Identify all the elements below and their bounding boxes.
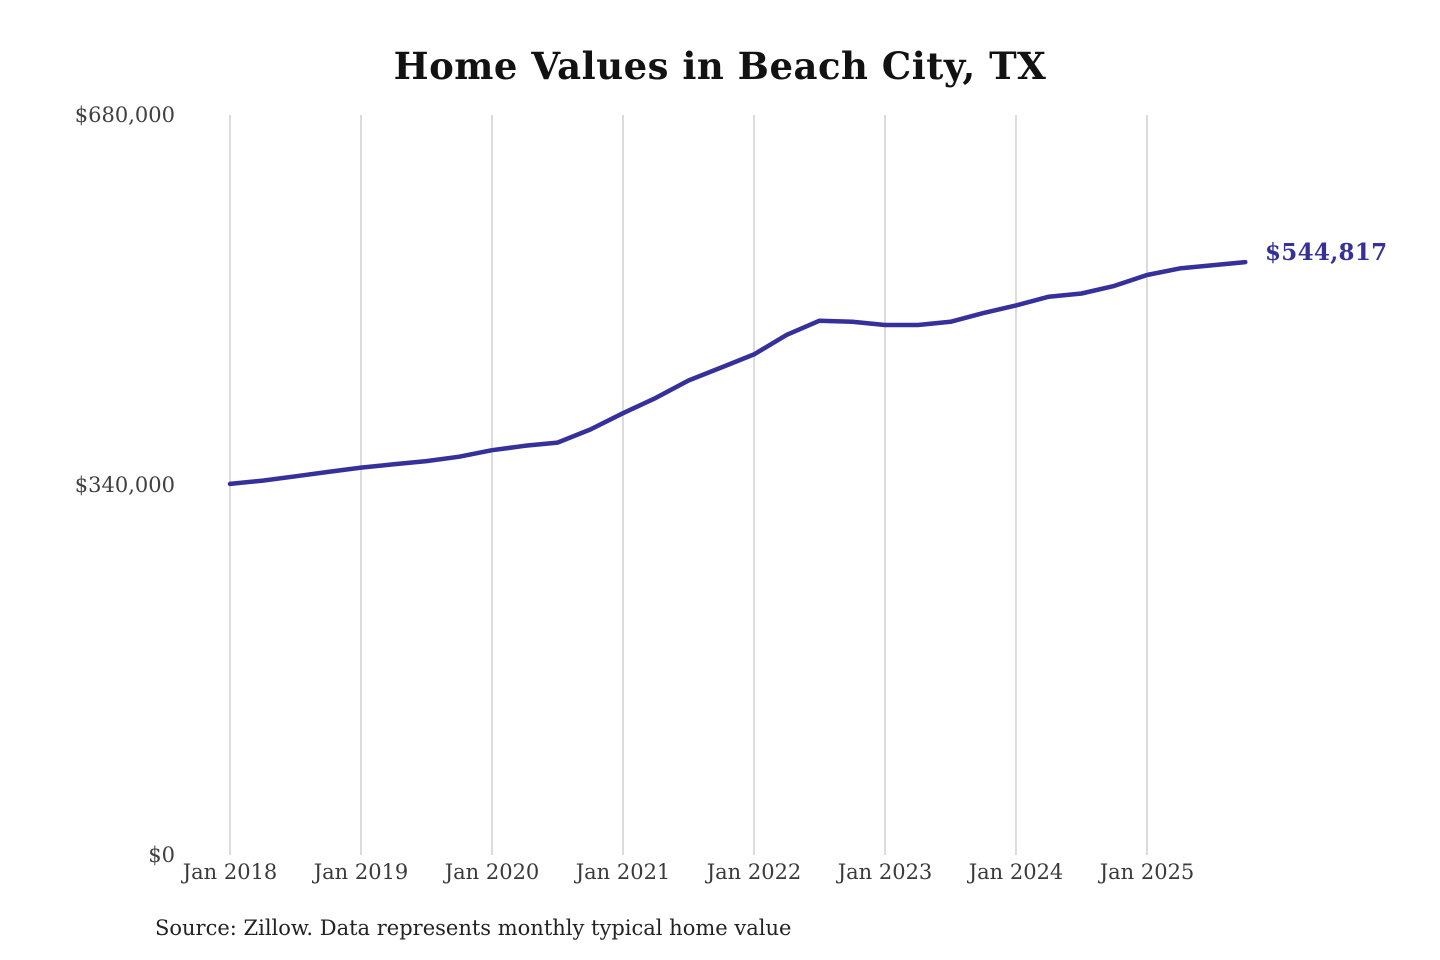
chart-title: Home Values in Beach City, TX (393, 44, 1047, 88)
plot-canvas (227, 115, 1248, 855)
y-axis-tick-label: $0 (148, 843, 175, 867)
x-axis-tick-label: Jan 2021 (575, 860, 671, 884)
y-axis-tick-label: $340,000 (74, 473, 175, 497)
x-axis-tick-label: Jan 2019 (313, 860, 409, 884)
x-axis-tick-label: Jan 2022 (706, 860, 802, 884)
source-note: Source: Zillow. Data represents monthly … (155, 916, 792, 940)
x-axis-tick-label: Jan 2024 (968, 860, 1064, 884)
home-value-line (227, 259, 1248, 487)
x-axis-tick-label: Jan 2018 (182, 860, 278, 884)
y-axis-tick-label: $680,000 (74, 103, 175, 127)
x-axis-tick-label: Jan 2023 (837, 860, 933, 884)
plot-area (185, 115, 1395, 855)
x-axis-tick-label: Jan 2020 (444, 860, 540, 884)
x-axis-tick-label: Jan 2025 (1099, 860, 1195, 884)
current-value-label: $544,817 (1265, 239, 1388, 266)
